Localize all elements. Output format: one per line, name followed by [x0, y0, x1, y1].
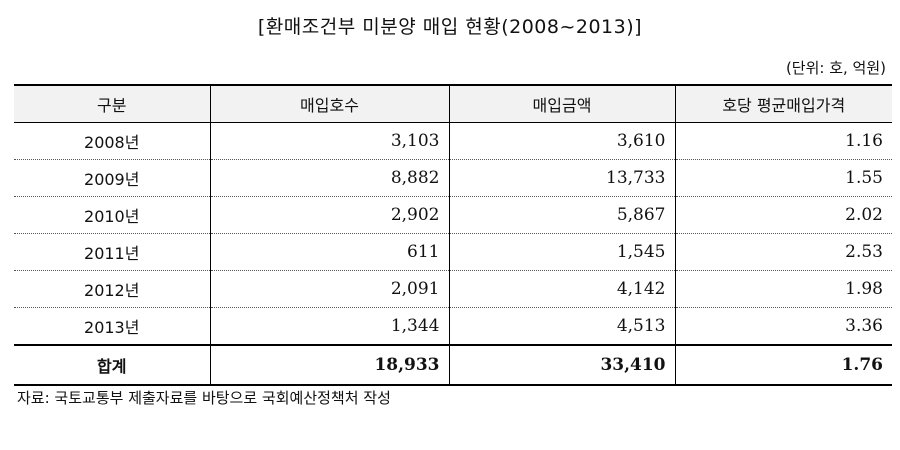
row-average: 1.16	[674, 122, 892, 160]
row-amount: 13,733	[448, 159, 675, 197]
row-amount: 4,513	[448, 307, 675, 346]
source-note: 자료: 국토교통부 제출자료를 바탕으로 국회예산정책처 작성	[17, 389, 391, 407]
header-units: 매입호수	[209, 84, 449, 123]
table-row: 2012년 2,091 4,142 1.98	[14, 270, 892, 308]
table-row: 2009년 8,882 13,733 1.55	[14, 159, 892, 197]
header-row: 구분 매입호수 매입금액 호당 평균매입가격	[14, 84, 892, 123]
row-units: 2,091	[209, 270, 449, 308]
row-average: 1.55	[674, 159, 892, 197]
row-units: 3,103	[209, 122, 449, 160]
total-label: 합계	[14, 344, 210, 386]
table-row: 2008년 3,103 3,610 1.16	[14, 122, 892, 160]
table-row: 2010년 2,902 5,867 2.02	[14, 196, 892, 234]
header-category: 구분	[14, 84, 210, 123]
row-amount: 4,142	[448, 270, 675, 308]
total-amount: 33,410	[448, 344, 675, 386]
row-amount: 3,610	[448, 122, 675, 160]
row-units: 8,882	[209, 159, 449, 197]
row-units: 2,902	[209, 196, 449, 234]
header-average-price: 호당 평균매입가격	[674, 84, 892, 123]
row-average: 1.98	[674, 270, 892, 308]
row-average: 2.53	[674, 233, 892, 271]
unit-note: (단위: 호, 억원)	[785, 59, 886, 77]
row-units: 611	[209, 233, 449, 271]
row-year: 2008년	[14, 122, 210, 160]
purchase-table: 구분 매입호수 매입금액 호당 평균매입가격 2008년 3,103 3,610…	[14, 84, 892, 386]
row-year: 2011년	[14, 233, 210, 271]
total-units: 18,933	[209, 344, 449, 386]
row-units: 1,344	[209, 307, 449, 346]
row-amount: 1,545	[448, 233, 675, 271]
row-year: 2010년	[14, 196, 210, 234]
total-average: 1.76	[674, 344, 892, 386]
table-row: 2013년 1,344 4,513 3.36	[14, 307, 892, 346]
row-average: 2.02	[674, 196, 892, 234]
total-row: 합계 18,933 33,410 1.76	[14, 344, 892, 386]
row-year: 2013년	[14, 307, 210, 346]
header-amount: 매입금액	[448, 84, 675, 123]
row-amount: 5,867	[448, 196, 675, 234]
table-title: [환매조건부 미분양 매입 현황(2008~2013)]	[257, 16, 643, 38]
row-year: 2012년	[14, 270, 210, 308]
row-year: 2009년	[14, 159, 210, 197]
table-row: 2011년 611 1,545 2.53	[14, 233, 892, 271]
row-average: 3.36	[674, 307, 892, 346]
